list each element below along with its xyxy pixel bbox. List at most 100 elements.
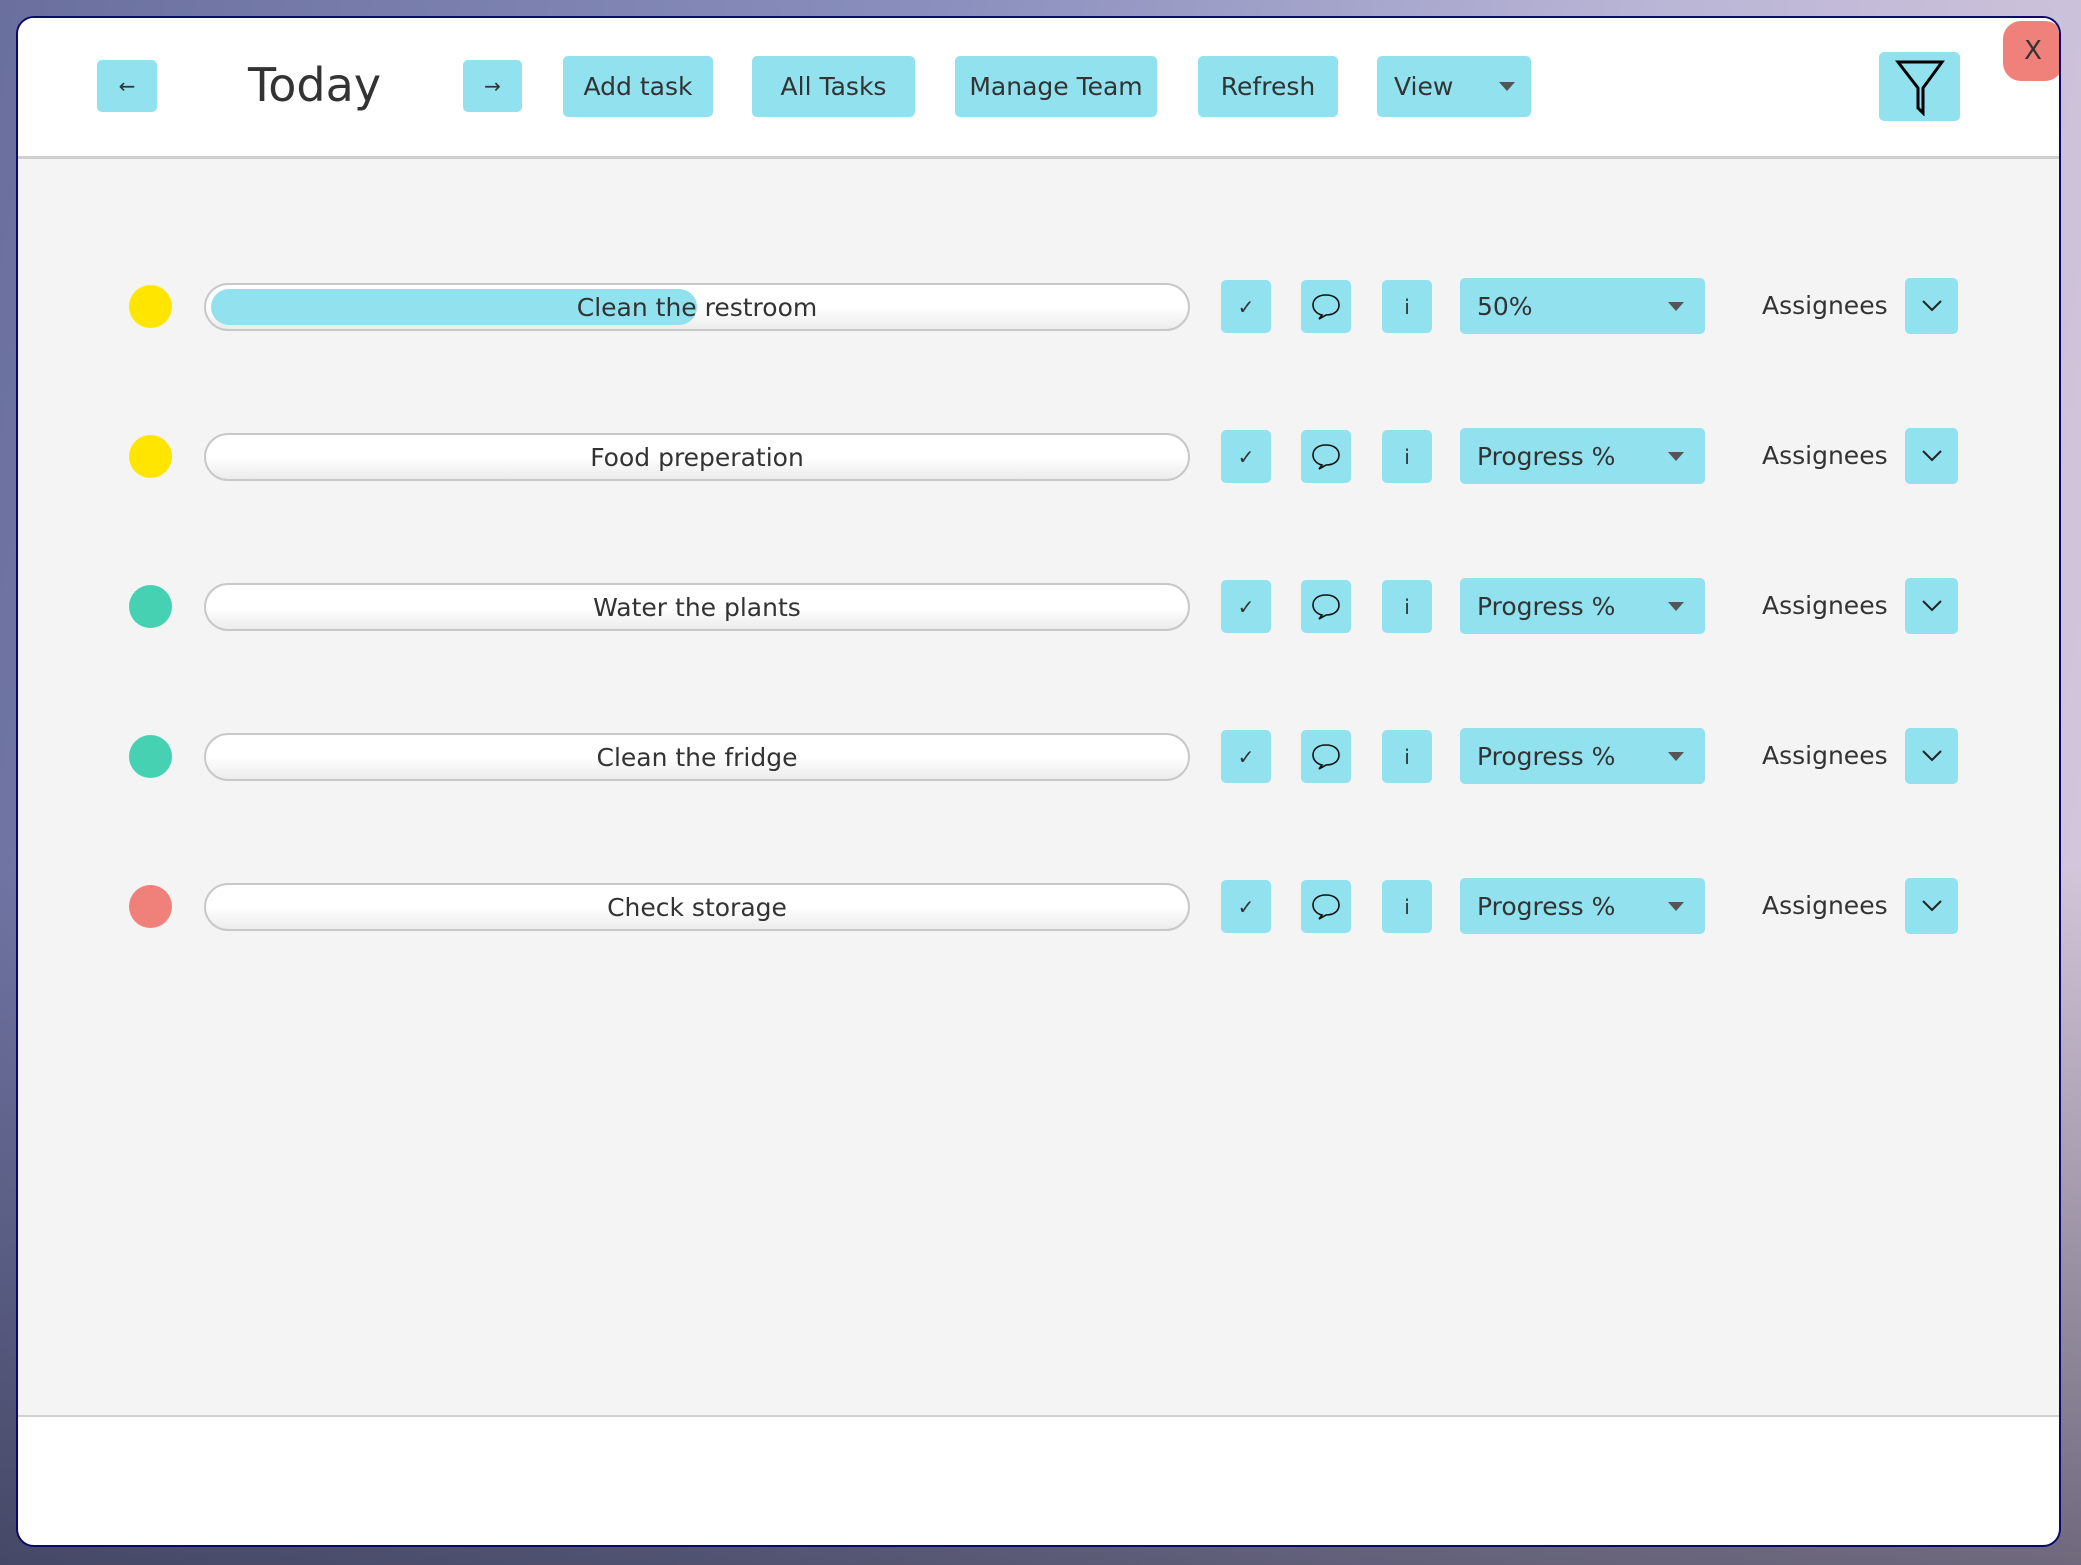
progress-value: Progress % (1477, 741, 1616, 771)
speech-bubble-icon (1312, 443, 1340, 470)
complete-button[interactable]: ✓ (1221, 280, 1271, 333)
progress-value: Progress % (1477, 441, 1616, 471)
info-button[interactable]: i (1382, 430, 1432, 483)
info-icon: i (1404, 744, 1410, 769)
speech-bubble-icon (1312, 293, 1340, 320)
comment-button[interactable] (1301, 730, 1351, 783)
complete-button[interactable]: ✓ (1221, 880, 1271, 933)
task-list: Clean the restroom ✓ i 50% Assignees Foo… (18, 159, 2059, 1417)
caret-down-icon (1668, 752, 1684, 761)
info-button[interactable]: i (1382, 730, 1432, 783)
close-button[interactable]: X (2003, 21, 2059, 81)
status-dot (129, 585, 172, 628)
caret-down-icon (1668, 902, 1684, 911)
info-icon: i (1404, 594, 1410, 619)
task-row: Water the plants ✓ i Progress % Assignee… (18, 577, 2059, 637)
refresh-button[interactable]: Refresh (1198, 56, 1338, 117)
assignees-dropdown-button[interactable] (1905, 878, 1958, 934)
check-icon: ✓ (1237, 894, 1255, 919)
task-row: Clean the restroom ✓ i 50% Assignees (18, 277, 2059, 337)
assignees-dropdown-button[interactable] (1905, 578, 1958, 634)
arrow-right-icon: → (484, 74, 501, 98)
chevron-down-icon (1921, 300, 1942, 312)
info-button[interactable]: i (1382, 580, 1432, 633)
progress-value: Progress % (1477, 591, 1616, 621)
assignees-dropdown-button[interactable] (1905, 278, 1958, 334)
task-name: Food preperation (590, 442, 804, 472)
manage-team-button[interactable]: Manage Team (955, 56, 1157, 117)
caret-down-icon (1668, 302, 1684, 311)
task-progress-bar[interactable]: Clean the fridge (204, 733, 1190, 781)
progress-dropdown[interactable]: Progress % (1460, 578, 1705, 634)
complete-button[interactable]: ✓ (1221, 580, 1271, 633)
task-progress-bar[interactable]: Water the plants (204, 583, 1190, 631)
task-name: Water the plants (593, 592, 801, 622)
progress-dropdown[interactable]: Progress % (1460, 878, 1705, 934)
info-icon: i (1404, 444, 1410, 469)
complete-button[interactable]: ✓ (1221, 730, 1271, 783)
assignees-label: Assignees (1762, 591, 1888, 620)
caret-down-icon (1668, 602, 1684, 611)
task-progress-bar[interactable]: Clean the restroom (204, 283, 1190, 331)
assignees-label: Assignees (1762, 891, 1888, 920)
comment-button[interactable] (1301, 580, 1351, 633)
all-tasks-button[interactable]: All Tasks (752, 56, 915, 117)
app-window: ← Today → Add task All Tasks Manage Team… (16, 16, 2061, 1547)
task-row: Check storage ✓ i Progress % Assignees (18, 877, 2059, 937)
view-label: View (1394, 72, 1454, 101)
chevron-down-icon (1921, 600, 1942, 612)
speech-bubble-icon (1312, 743, 1340, 770)
progress-fill (211, 289, 697, 325)
check-icon: ✓ (1237, 594, 1255, 619)
task-progress-bar[interactable]: Check storage (204, 883, 1190, 931)
funnel-icon (1894, 60, 1945, 116)
close-icon: X (2024, 36, 2042, 66)
add-task-button[interactable]: Add task (563, 56, 713, 117)
caret-down-icon (1499, 82, 1515, 91)
status-dot (129, 885, 172, 928)
comment-button[interactable] (1301, 280, 1351, 333)
task-row: Food preperation ✓ i Progress % Assignee… (18, 427, 2059, 487)
page-title: Today (248, 58, 382, 112)
assignees-label: Assignees (1762, 291, 1888, 320)
task-name: Clean the restroom (576, 292, 818, 322)
progress-dropdown[interactable]: Progress % (1460, 728, 1705, 784)
assignees-dropdown-button[interactable] (1905, 428, 1958, 484)
info-button[interactable]: i (1382, 280, 1432, 333)
info-button[interactable]: i (1382, 880, 1432, 933)
progress-value: Progress % (1477, 891, 1616, 921)
comment-button[interactable] (1301, 880, 1351, 933)
complete-button[interactable]: ✓ (1221, 430, 1271, 483)
chevron-down-icon (1921, 750, 1942, 762)
info-icon: i (1404, 294, 1410, 319)
task-row: Clean the fridge ✓ i Progress % Assignee… (18, 727, 2059, 787)
speech-bubble-icon (1312, 893, 1340, 920)
task-progress-bar[interactable]: Food preperation (204, 433, 1190, 481)
task-name: Check storage (607, 892, 787, 922)
view-dropdown[interactable]: View (1377, 56, 1531, 117)
next-day-button[interactable]: → (463, 60, 522, 112)
progress-value: 50% (1477, 291, 1533, 321)
info-icon: i (1404, 894, 1410, 919)
previous-day-button[interactable]: ← (97, 60, 157, 112)
status-dot (129, 435, 172, 478)
chevron-down-icon (1921, 450, 1942, 462)
assignees-label: Assignees (1762, 441, 1888, 470)
status-dot (129, 285, 172, 328)
chevron-down-icon (1921, 900, 1942, 912)
assignees-label: Assignees (1762, 741, 1888, 770)
toolbar: ← Today → Add task All Tasks Manage Team… (18, 18, 2059, 159)
check-icon: ✓ (1237, 744, 1255, 769)
filter-button[interactable] (1879, 52, 1960, 121)
comment-button[interactable] (1301, 430, 1351, 483)
progress-dropdown[interactable]: 50% (1460, 278, 1705, 334)
progress-dropdown[interactable]: Progress % (1460, 428, 1705, 484)
check-icon: ✓ (1237, 444, 1255, 469)
speech-bubble-icon (1312, 593, 1340, 620)
arrow-left-icon: ← (118, 74, 136, 98)
task-name: Clean the fridge (596, 742, 798, 772)
check-icon: ✓ (1237, 294, 1255, 319)
assignees-dropdown-button[interactable] (1905, 728, 1958, 784)
status-dot (129, 735, 172, 778)
caret-down-icon (1668, 452, 1684, 461)
